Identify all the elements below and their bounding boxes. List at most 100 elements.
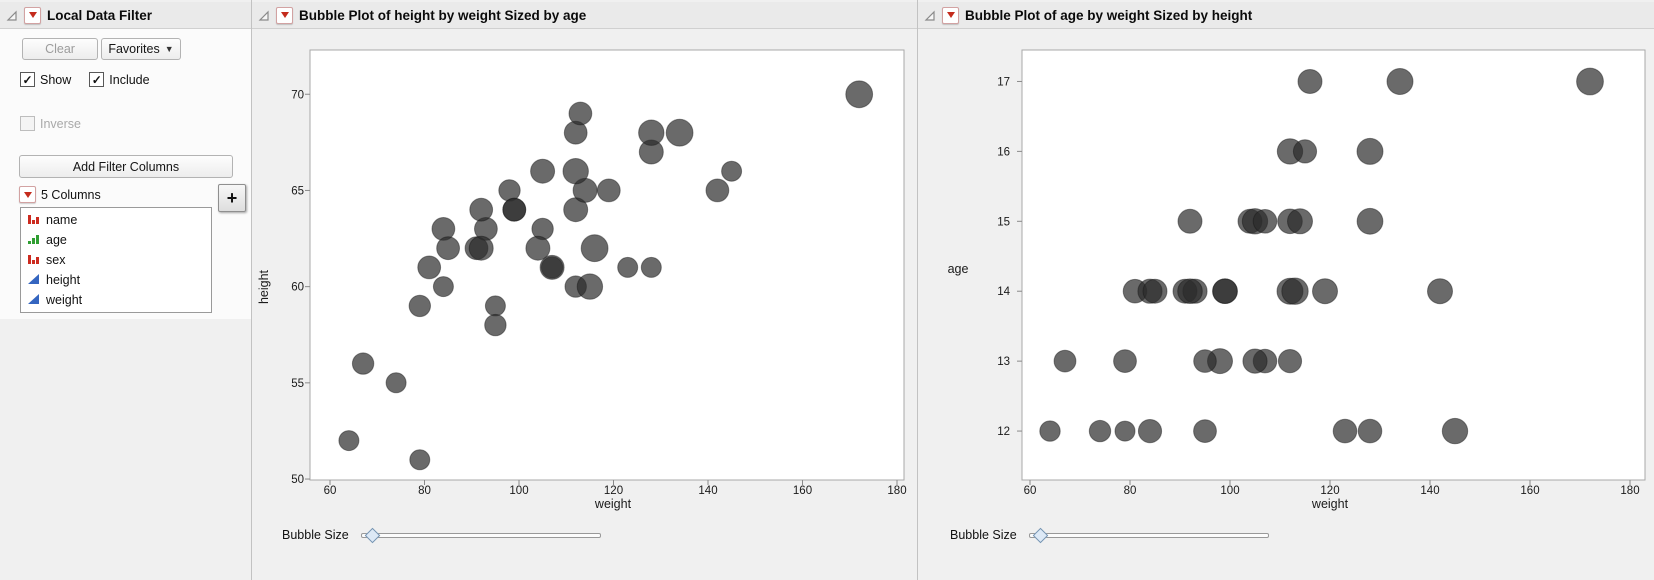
bubble[interactable] bbox=[1292, 139, 1318, 164]
bubble[interactable] bbox=[1312, 278, 1338, 305]
bubble[interactable] bbox=[432, 276, 454, 298]
collapse-triangle-icon[interactable] bbox=[923, 9, 936, 22]
svg-text:65: 65 bbox=[291, 185, 304, 197]
bubble[interactable] bbox=[576, 273, 604, 300]
bubble[interactable] bbox=[638, 119, 665, 146]
filter-column-row[interactable]: sex bbox=[21, 250, 211, 270]
filter-column-row[interactable]: age bbox=[21, 230, 211, 250]
chart2-header: Bubble Plot of age by weight Sized by he… bbox=[918, 2, 1654, 29]
bubble[interactable] bbox=[351, 352, 375, 375]
bubble[interactable] bbox=[338, 430, 360, 452]
collapse-triangle-icon[interactable] bbox=[5, 9, 18, 22]
bubble[interactable] bbox=[1287, 208, 1313, 235]
bubble[interactable] bbox=[1193, 419, 1217, 444]
bubble[interactable] bbox=[1252, 209, 1278, 234]
bubble[interactable] bbox=[640, 256, 662, 278]
red-triangle-menu-icon[interactable] bbox=[276, 6, 293, 24]
bubble[interactable] bbox=[484, 313, 507, 337]
bubble[interactable] bbox=[1088, 419, 1112, 443]
bubble-size-slider[interactable] bbox=[1028, 527, 1269, 543]
bubble[interactable] bbox=[409, 449, 431, 471]
bubble[interactable] bbox=[530, 158, 556, 184]
chart2-title: Bubble Plot of age by weight Sized by he… bbox=[965, 7, 1253, 23]
svg-text:180: 180 bbox=[887, 485, 906, 497]
column-label: weight bbox=[46, 293, 83, 307]
red-triangle-menu-icon[interactable] bbox=[942, 6, 959, 24]
bubble[interactable] bbox=[1137, 419, 1163, 444]
bubble[interactable] bbox=[1177, 208, 1203, 234]
columns-red-triangle-menu-icon[interactable] bbox=[19, 186, 36, 203]
bubble[interactable] bbox=[498, 179, 521, 202]
bubble[interactable] bbox=[1177, 278, 1203, 305]
slider-thumb-icon[interactable] bbox=[364, 527, 380, 543]
bubble[interactable] bbox=[665, 118, 694, 147]
bubble[interactable] bbox=[705, 178, 730, 203]
inverse-checkbox[interactable] bbox=[20, 116, 35, 131]
bubble[interactable] bbox=[568, 101, 593, 126]
bubble-plot-panel-height: Bubble Plot of height by weight Sized by… bbox=[252, 0, 918, 580]
bubble[interactable] bbox=[1212, 278, 1238, 305]
bubble[interactable] bbox=[1427, 278, 1453, 305]
filter-column-row[interactable]: weight bbox=[21, 290, 211, 310]
bubble[interactable] bbox=[469, 197, 494, 222]
filter-column-row[interactable]: name bbox=[21, 210, 211, 230]
bubble[interactable] bbox=[1281, 277, 1309, 305]
bubble[interactable] bbox=[1386, 68, 1414, 95]
bubble[interactable] bbox=[1053, 349, 1077, 373]
bubble[interactable] bbox=[436, 236, 461, 261]
favorites-button[interactable]: Favorites ▼ bbox=[101, 38, 181, 60]
bubble[interactable] bbox=[845, 80, 874, 109]
bubble[interactable] bbox=[1356, 137, 1384, 165]
clear-button[interactable]: Clear bbox=[22, 38, 98, 60]
svg-text:12: 12 bbox=[997, 426, 1010, 438]
bubble-plot-panel-age: Bubble Plot of age by weight Sized by he… bbox=[918, 0, 1654, 580]
bubble[interactable] bbox=[1242, 348, 1268, 374]
bubble[interactable] bbox=[1142, 278, 1168, 304]
bubble-plot-height-by-weight[interactable]: 60 80 100 120 140 160 180 50 55 60 65 70 weight heigh… bbox=[252, 30, 917, 520]
bubble-size-slider[interactable] bbox=[360, 527, 601, 543]
bubble[interactable] bbox=[1277, 349, 1303, 374]
bubble[interactable] bbox=[417, 255, 442, 280]
add-filter-columns-button[interactable]: Add Filter Columns bbox=[19, 155, 233, 178]
bubble[interactable] bbox=[1113, 349, 1137, 374]
red-triangle-menu-icon[interactable] bbox=[24, 6, 41, 24]
bubble[interactable] bbox=[1039, 420, 1061, 442]
bubble[interactable] bbox=[596, 178, 621, 203]
red-bars-icon bbox=[27, 212, 40, 228]
slider-thumb-icon[interactable] bbox=[1032, 527, 1048, 543]
bubble[interactable] bbox=[562, 158, 589, 185]
bubble-plot-age-by-weight[interactable]: 60 80 100 120 140 160 180 12 13 14 15 16 17 weight age bbox=[918, 30, 1654, 520]
bubble[interactable] bbox=[1576, 67, 1604, 96]
collapse-triangle-icon[interactable] bbox=[257, 9, 270, 22]
bubble[interactable] bbox=[580, 234, 609, 263]
add-column-plus-button[interactable]: + bbox=[218, 184, 246, 212]
svg-text:140: 140 bbox=[1420, 485, 1439, 497]
bubble[interactable] bbox=[385, 372, 407, 394]
bubble[interactable] bbox=[1441, 417, 1469, 445]
bubble[interactable] bbox=[408, 294, 432, 318]
filter-column-row[interactable]: height bbox=[21, 270, 211, 290]
bubble[interactable] bbox=[525, 235, 551, 261]
svg-text:weight: weight bbox=[594, 497, 632, 511]
bubble[interactable] bbox=[1356, 207, 1384, 235]
bubble[interactable] bbox=[617, 256, 639, 278]
svg-text:50: 50 bbox=[291, 474, 304, 486]
bubble[interactable] bbox=[721, 160, 743, 182]
bubble[interactable] bbox=[468, 235, 494, 261]
bubble-size-label: Bubble Size bbox=[282, 528, 349, 542]
show-checkbox[interactable] bbox=[20, 72, 35, 87]
chart1-header: Bubble Plot of height by weight Sized by… bbox=[252, 2, 917, 29]
local-data-filter-panel: Local Data Filter Clear Favorites ▼ Show… bbox=[0, 0, 252, 580]
bubble[interactable] bbox=[1297, 69, 1323, 94]
bubble[interactable] bbox=[1332, 418, 1358, 444]
svg-text:120: 120 bbox=[604, 485, 623, 497]
bubble[interactable] bbox=[484, 295, 506, 317]
svg-text:140: 140 bbox=[698, 485, 717, 497]
bubble[interactable] bbox=[1114, 420, 1136, 442]
bubble[interactable] bbox=[539, 254, 565, 280]
include-checkbox[interactable] bbox=[89, 72, 105, 87]
bubble[interactable] bbox=[1193, 349, 1217, 373]
bubble[interactable] bbox=[502, 197, 527, 222]
bubble[interactable] bbox=[1357, 418, 1383, 444]
